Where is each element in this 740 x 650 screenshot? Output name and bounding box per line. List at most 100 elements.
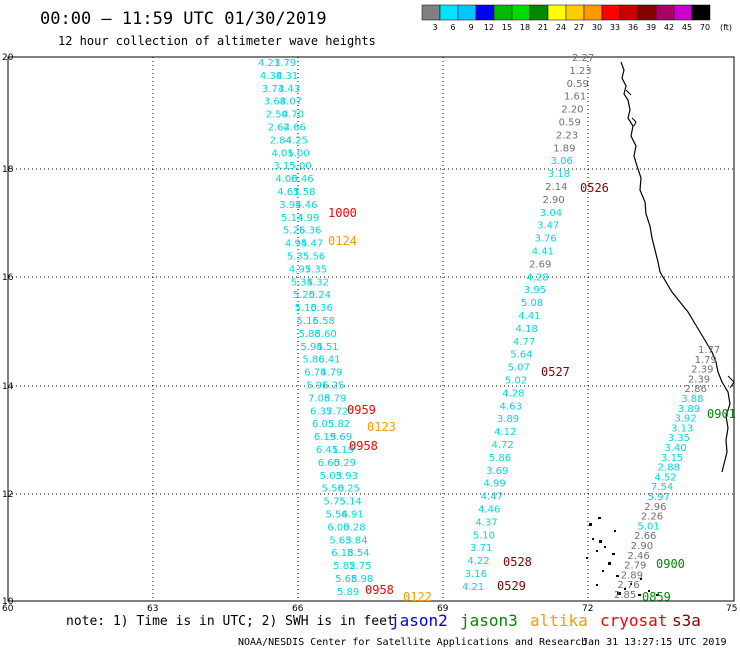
swh-value: 5.47 [301, 239, 323, 250]
color-swatch [493, 4, 513, 21]
swh-value: 5.98 [351, 574, 373, 585]
color-scale-label: 15 [502, 23, 512, 32]
swh-value: 4.25 [286, 135, 308, 146]
y-tick-label: 18 [2, 165, 14, 175]
swh-value: 2.39 [688, 374, 710, 385]
color-swatch [583, 4, 603, 21]
swh-value: 5.10 [473, 530, 495, 541]
swh-value: 2.96 [644, 502, 666, 513]
swh-value: 5.24 [309, 290, 331, 301]
swh-value: 5.96 [306, 381, 328, 392]
color-swatch [637, 4, 657, 21]
swh-value: 5.93 [336, 471, 358, 482]
swh-value: 4.41 [518, 311, 540, 322]
color-scale-label: 9 [468, 23, 473, 32]
swh-value: 2.62 [268, 123, 290, 134]
swh-value: 5.20 [293, 290, 315, 301]
color-swatch [529, 4, 549, 21]
swh-value: 4.21 [462, 582, 484, 593]
swh-value: 2.85 [614, 590, 636, 601]
swh-value: 5.56 [325, 510, 347, 521]
swh-value: 4.43 [278, 84, 300, 95]
pass-time-label: 1000 [328, 206, 357, 220]
swh-value: 5.46 [295, 200, 317, 211]
swh-value: 5.50 [322, 484, 344, 495]
swh-value: 4.97 [289, 264, 311, 275]
swh-value: 5.56 [303, 252, 325, 263]
swh-value: 5.69 [330, 432, 352, 443]
color-swatch [547, 4, 567, 21]
swh-value: 5.60 [314, 329, 336, 340]
swh-value: 6.19 [314, 432, 336, 443]
swh-value: 6.41 [318, 355, 340, 366]
swh-value: 4.28 [502, 388, 524, 399]
swh-value: 5.86 [302, 355, 324, 366]
swh-value: 2.90 [631, 541, 653, 552]
pass-time-label: 0124 [328, 234, 357, 248]
swh-value: 0.59 [567, 79, 589, 90]
swh-value: 1.77 [698, 345, 720, 356]
swh-value: 5.82 [333, 561, 355, 572]
y-tick-label: 12 [2, 490, 13, 500]
y-tick-label: 20 [2, 53, 14, 63]
swh-value: 5.08 [521, 298, 543, 309]
swh-value: 6.05 [312, 419, 334, 430]
swh-value: 4.37 [475, 517, 497, 528]
color-scale-label: 21 [538, 23, 548, 32]
swh-value: 7.08 [308, 393, 330, 404]
swh-value: 5.75 [324, 497, 346, 508]
pass-time-label: 0901 [707, 407, 736, 421]
middle-altimeter-track: 2.271.230.591.612.200.592.231.893.063.18… [462, 53, 594, 593]
pass-time-label: 0958 [349, 439, 378, 453]
swh-value: 3.89 [678, 404, 700, 415]
swh-value: 4.18 [516, 324, 538, 335]
swh-value: 2.39 [691, 365, 713, 376]
color-scale-unit: (ft) [720, 23, 732, 32]
swh-value: 4.63 [500, 401, 522, 412]
page-subtitle: 12 hour collection of altimeter wave hei… [58, 34, 376, 48]
swh-value: 2.27 [572, 53, 594, 64]
swh-value: 5.29 [334, 458, 356, 469]
color-scale-label: 36 [628, 23, 638, 32]
swh-value: 5.07 [508, 363, 530, 374]
swh-value: 3.94 [279, 200, 301, 211]
swh-value: 2.66 [634, 531, 656, 542]
swh-value: 1.23 [569, 66, 591, 77]
pass-time-label: 0529 [497, 579, 526, 593]
swh-value: 4.72 [492, 440, 514, 451]
pass-time-labels: 1000 0124 0526 0527 0959 0123 0958 0901 0528 0900… [328, 181, 736, 604]
swh-value: 5.79 [324, 393, 346, 404]
swh-value: 5.36 [299, 226, 321, 237]
swh-value: 5.79 [320, 368, 342, 379]
legend-cryosat: cryosat [600, 611, 667, 630]
swh-value: 4.91 [341, 510, 363, 521]
swh-value: 6.00 [327, 522, 349, 533]
swh-value: 2.50 [266, 110, 288, 121]
swh-value: 2.20 [561, 105, 583, 116]
left-altimeter-track: 4.213.79 4.384.31 3.734.43 3.684.07 2.504.70… [258, 58, 373, 598]
credit-organization: NOAA/NESDIS Center for Satellite Applica… [238, 637, 587, 648]
swh-value: 3.15 [661, 453, 683, 464]
legend-s3a: s3a [672, 611, 701, 630]
swh-value: 3.18 [548, 169, 570, 180]
swh-value: 5.58 [313, 316, 335, 327]
color-swatch [511, 4, 531, 21]
swh-value: 2.26 [641, 512, 663, 523]
swh-value: 5.94 [300, 342, 322, 353]
swh-value: 5.25 [322, 381, 344, 392]
swh-value: 6.41 [316, 445, 338, 456]
color-swatch [475, 4, 495, 21]
swh-value: 5.88 [298, 329, 320, 340]
swh-value: 1.79 [695, 355, 717, 366]
swh-value: 6.18 [331, 548, 353, 559]
pass-time-label: 0958 [365, 583, 394, 597]
swh-value: 2.23 [556, 130, 578, 141]
pass-time-label: 0900 [656, 557, 685, 571]
swh-value: 5.82 [328, 419, 350, 430]
color-scale-label: 12 [484, 23, 494, 32]
swh-value: 4.70 [282, 110, 304, 121]
color-swatch [655, 4, 675, 21]
color-swatch [601, 4, 621, 21]
swh-value: 6.25 [338, 484, 360, 495]
swh-value: 7.54 [651, 482, 673, 493]
